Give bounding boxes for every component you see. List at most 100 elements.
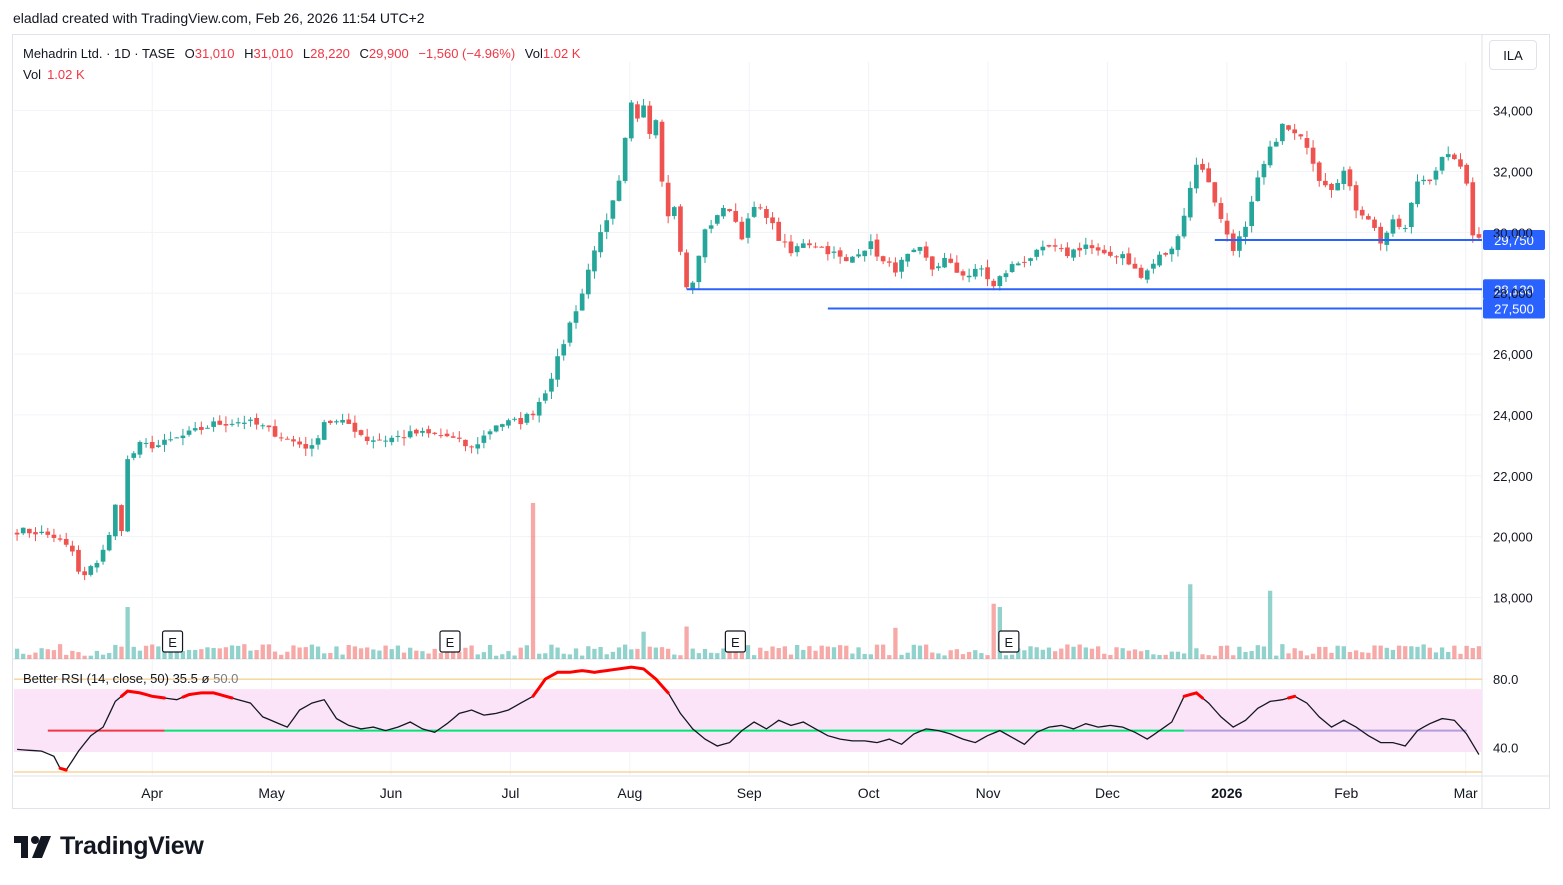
time-tick-label: Jul — [501, 785, 519, 801]
volume-bar — [831, 647, 837, 659]
volume-bar — [758, 647, 763, 659]
candle-body — [1396, 218, 1402, 227]
candle-body — [585, 269, 591, 295]
candle-body — [1464, 164, 1469, 184]
currency-button[interactable]: ILA — [1489, 40, 1537, 70]
volume-bar — [721, 648, 726, 659]
volume-bar — [1427, 647, 1432, 659]
chart-frame — [12, 34, 1550, 809]
candle-body — [14, 532, 20, 535]
candle-body — [991, 280, 997, 287]
volume-bar — [801, 649, 806, 659]
candle-body — [1120, 254, 1126, 259]
volume-bar — [567, 654, 573, 659]
volume-bar — [340, 654, 345, 659]
volume-bar — [119, 646, 124, 659]
volume-bar — [708, 652, 714, 659]
volume-bar — [702, 648, 708, 659]
volume-bar — [561, 653, 566, 659]
earnings-marker-label: E — [1005, 635, 1014, 650]
candle-body — [696, 255, 702, 283]
candle-body — [665, 182, 671, 217]
candle-body — [57, 538, 63, 540]
candle-body — [364, 436, 370, 441]
volume-legend-label[interactable]: Vol — [23, 67, 42, 82]
candle-body — [1433, 170, 1439, 180]
volume-bar — [156, 646, 161, 659]
candle-body — [1286, 125, 1291, 130]
volume-bar — [1378, 645, 1383, 659]
volume-bar — [438, 653, 444, 659]
volume-bar — [1175, 651, 1181, 659]
volume-bar — [279, 654, 284, 659]
volume-bar — [1095, 646, 1101, 659]
rsi-name[interactable]: Better RSI (14, close, 50) — [23, 671, 169, 686]
candle-body — [1384, 232, 1390, 245]
volume-bar — [309, 644, 315, 659]
candle-body — [573, 311, 579, 323]
candle-body — [1372, 219, 1377, 228]
candle-body — [33, 532, 38, 535]
candle-body — [1114, 256, 1119, 258]
candle-body — [438, 435, 444, 437]
volume-bar — [377, 650, 382, 659]
volume-bar — [193, 649, 198, 659]
volume-bar — [807, 646, 812, 659]
candle-body — [825, 246, 831, 255]
candle-body — [1132, 263, 1138, 269]
symbol-name[interactable]: Mehadrin Ltd. · 1D · TASE — [23, 46, 175, 61]
candle-body — [180, 435, 186, 439]
candle-body — [702, 229, 708, 258]
volume-bar — [893, 627, 898, 659]
volume-bar — [942, 655, 947, 659]
candle-body — [874, 239, 880, 257]
volume-label: Vol — [524, 46, 543, 61]
candle-body — [297, 441, 302, 445]
volume-bar — [1040, 649, 1045, 659]
price-tick-label: 34,000 — [1493, 104, 1533, 119]
candle-body — [555, 356, 560, 380]
volume-bar — [254, 650, 259, 659]
candle-body — [512, 418, 517, 420]
rsi-value: 35.5 — [172, 671, 198, 686]
time-tick-label: Nov — [976, 785, 1001, 801]
volume-bar — [954, 649, 959, 659]
chart-caption: eladlad created with TradingView.com, Fe… — [13, 10, 425, 26]
volume-bar — [1034, 647, 1039, 659]
candle-body — [217, 420, 223, 425]
volume-bar — [76, 652, 81, 659]
candle-body — [426, 429, 431, 434]
volume-bar — [260, 644, 265, 659]
candle-body — [536, 401, 542, 416]
open-value: 31,010 — [194, 46, 235, 61]
tradingview-logo[interactable]: TradingView — [14, 832, 204, 861]
candle-body — [1304, 138, 1310, 148]
earnings-marker-label: E — [446, 635, 455, 650]
candle-body — [1169, 248, 1175, 255]
volume-bar — [1439, 647, 1445, 659]
candle-body — [309, 445, 315, 449]
volume-bar — [751, 655, 757, 659]
logo-text: TradingView — [60, 832, 204, 860]
volume-bar — [500, 654, 505, 659]
candle-body — [850, 256, 855, 263]
candle-body — [149, 442, 155, 449]
volume-bar — [457, 651, 462, 659]
candle-body — [51, 534, 57, 538]
candle-body — [524, 413, 530, 423]
price-tick-label: 32,000 — [1493, 165, 1533, 180]
candle-body — [327, 420, 333, 424]
symbol-legend: Mehadrin Ltd. · 1D · TASE O31,010 H31,01… — [23, 46, 580, 61]
candle-body — [137, 442, 143, 455]
volume-bars — [14, 503, 1482, 659]
low-value: 28,220 — [310, 46, 350, 61]
volume-bar — [1341, 646, 1346, 659]
candle-body — [653, 120, 659, 136]
candle-body — [819, 246, 825, 248]
volume-bar — [426, 653, 431, 659]
price-tick-label: 28,000 — [1493, 286, 1533, 301]
volume-bar — [573, 648, 579, 659]
volume-bar — [82, 655, 87, 659]
time-tick-label: Apr — [141, 785, 163, 801]
